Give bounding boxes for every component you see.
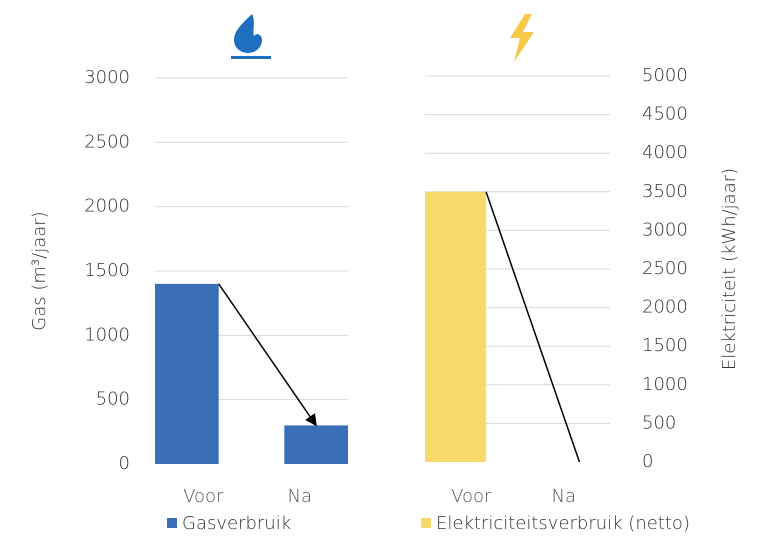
y-tick-label: 1000 <box>642 374 688 395</box>
gas-icon <box>231 14 271 59</box>
y-tick-label: 2000 <box>84 196 130 217</box>
y-tick-label: 4000 <box>642 142 688 163</box>
y-tick-label: 1500 <box>642 335 688 356</box>
x-tick-label: Na <box>552 486 577 507</box>
bar <box>425 191 487 463</box>
x-tick-label: Na <box>288 486 313 507</box>
y-tick-label: 1500 <box>84 260 130 281</box>
bar <box>284 425 348 464</box>
change-arrow <box>218 283 317 427</box>
y-tick-label: 2500 <box>84 131 130 152</box>
legend-swatch <box>167 518 177 528</box>
y-axis-label: Gas (m³/jaar) <box>29 211 50 330</box>
y-tick-label: 0 <box>119 453 130 474</box>
y-tick-label: 2000 <box>642 297 688 318</box>
bar <box>155 283 219 464</box>
y-tick-label: 5000 <box>642 65 688 86</box>
x-tick-label: Voor <box>183 486 224 507</box>
y-tick-label: 3000 <box>84 67 130 88</box>
y-tick-label: 2500 <box>642 258 688 279</box>
electricity-icon <box>510 14 534 62</box>
y-tick-label: 0 <box>642 451 653 472</box>
legend-label: Gasverbruik <box>182 513 291 534</box>
y-axis-label: Elektriciteit (kWh/jaar) <box>719 168 740 370</box>
change-arrow <box>485 191 581 463</box>
legend-label: Elektriciteitsverbruik (netto) <box>436 513 690 534</box>
x-tick-label: Voor <box>451 486 492 507</box>
legend-swatch <box>421 518 431 528</box>
y-tick-label: 4500 <box>642 104 688 125</box>
y-tick-label: 3000 <box>642 219 688 240</box>
y-tick-label: 500 <box>96 389 130 410</box>
y-tick-label: 500 <box>642 412 676 433</box>
y-tick-label: 1000 <box>84 324 130 345</box>
y-tick-label: 3500 <box>642 181 688 202</box>
